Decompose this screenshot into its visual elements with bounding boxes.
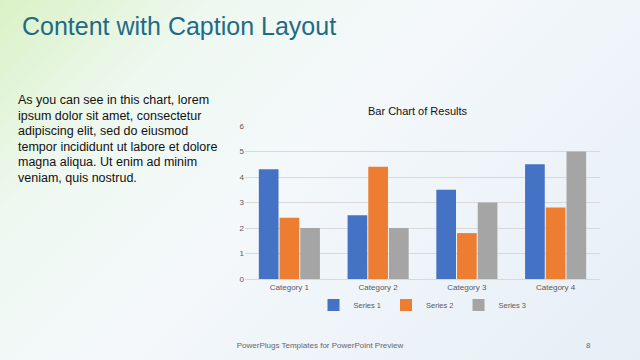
svg-text:4: 4 (240, 173, 245, 182)
svg-text:Category 3: Category 3 (447, 283, 487, 292)
svg-text:Bar Chart of Results: Bar Chart of Results (368, 105, 468, 117)
html-text:As you can see in this chart,: As you can see in this chart, lorem ipsu… (18, 93, 218, 185)
svg-text:Series 3: Series 3 (499, 301, 527, 310)
svg-text:2: 2 (240, 224, 245, 233)
svg-text:Series 2: Series 2 (426, 301, 454, 310)
svg-text:0: 0 (240, 275, 245, 284)
svg-text:5: 5 (240, 147, 245, 156)
svg-text:Category 1: Category 1 (270, 283, 310, 292)
svg-text:6: 6 (240, 122, 245, 131)
svg-text:Category 4: Category 4 (536, 283, 576, 292)
svg-text:Category 2: Category 2 (359, 283, 399, 292)
html-text:8: 8 (586, 341, 591, 350)
svg-text:Series 1: Series 1 (354, 301, 382, 310)
html-text:PowerPlugs Templates for Power: PowerPlugs Templates for PowerPoint Prev… (236, 341, 404, 350)
svg-text:1: 1 (240, 249, 245, 258)
html-text:Content with Caption Layout: Content with Caption Layout (22, 12, 337, 40)
svg-text:3: 3 (240, 198, 245, 207)
